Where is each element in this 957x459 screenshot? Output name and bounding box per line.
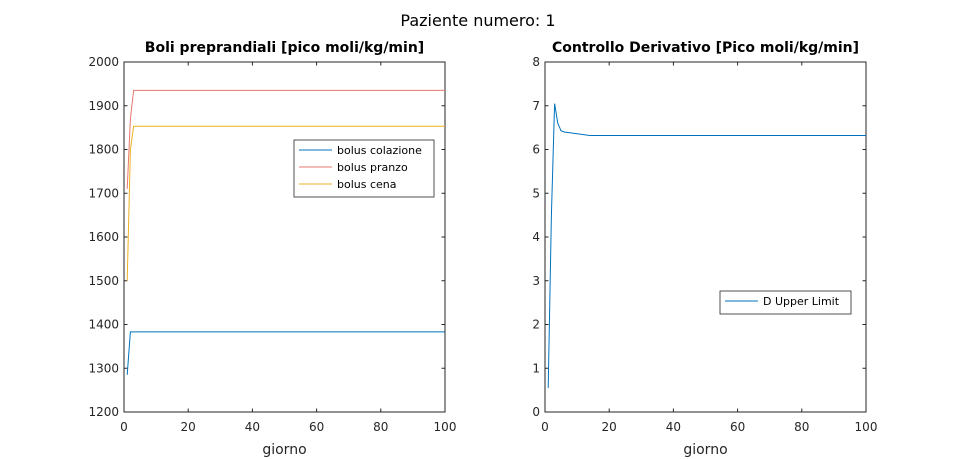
x-tick-label: 100	[434, 420, 457, 434]
chart-title: Boli preprandiali [pico moli/kg/min]	[145, 40, 424, 56]
y-tick-label: 1900	[88, 99, 119, 113]
y-tick-label: 0	[532, 405, 540, 419]
x-tick-label: 20	[181, 420, 196, 434]
plot-area	[123, 61, 446, 413]
legend-entry: bolus colazione	[337, 144, 422, 157]
x-tick-label: 100	[855, 420, 878, 434]
y-tick-label: 2	[532, 318, 540, 332]
x-tick-label: 40	[245, 420, 260, 434]
y-tick-label: 6	[532, 143, 540, 157]
y-tick-label: 8	[532, 55, 540, 69]
figure-title: Paziente numero: 1	[400, 11, 555, 30]
series-line-1	[547, 103, 866, 388]
y-tick-label: 1800	[88, 143, 119, 157]
legend-box	[719, 290, 852, 315]
x-tick-label: 40	[666, 420, 681, 434]
y-tick-label: 1200	[88, 405, 119, 419]
x-tick-label: 60	[730, 420, 745, 434]
x-axis-label: giorno	[262, 442, 306, 458]
plot-area	[544, 61, 867, 413]
x-tick-label: 80	[794, 420, 809, 434]
legend-entry: bolus cena	[337, 178, 397, 191]
x-tick-label: 80	[373, 420, 388, 434]
y-tick-label: 1	[532, 361, 540, 375]
legend: D Upper Limit	[719, 290, 852, 315]
y-tick-label: 4	[532, 230, 540, 244]
y-tick-label: 1400	[88, 318, 119, 332]
series-line-1	[126, 331, 445, 375]
y-tick-label: 2000	[88, 55, 119, 69]
x-axis-label: giorno	[683, 442, 727, 458]
x-tick-label: 60	[309, 420, 324, 434]
chart-controllo-derivativo: 0 20 40 60 80 100 0 1 2 3 4 5 6 7 8 Controllo Derivativ…	[532, 40, 877, 458]
legend-entry: bolus pranzo	[337, 161, 408, 174]
x-tick-label: 20	[602, 420, 617, 434]
y-tick-label: 1700	[88, 186, 119, 200]
y-tick-label: 5	[532, 186, 540, 200]
x-tick-label: 0	[120, 420, 128, 434]
y-tick-label: 3	[532, 274, 540, 288]
y-tick-label: 7	[532, 99, 540, 113]
y-tick-label: 1300	[88, 361, 119, 375]
y-tick-label: 1600	[88, 230, 119, 244]
series-line-3	[126, 125, 445, 281]
y-tick-label: 1500	[88, 274, 119, 288]
x-tick-label: 0	[541, 420, 549, 434]
chart-title: Controllo Derivativo [Pico moli/kg/min]	[552, 40, 859, 56]
chart-boli-preprandiali: 0 20 40 60 80 100 1200 1300 1400 1500 1600 1700 1800…	[88, 40, 456, 458]
series-line-2	[126, 89, 445, 189]
legend: bolus colazione bolus pranzo bolus cena	[293, 139, 435, 198]
legend-entry: D Upper Limit	[763, 295, 840, 308]
